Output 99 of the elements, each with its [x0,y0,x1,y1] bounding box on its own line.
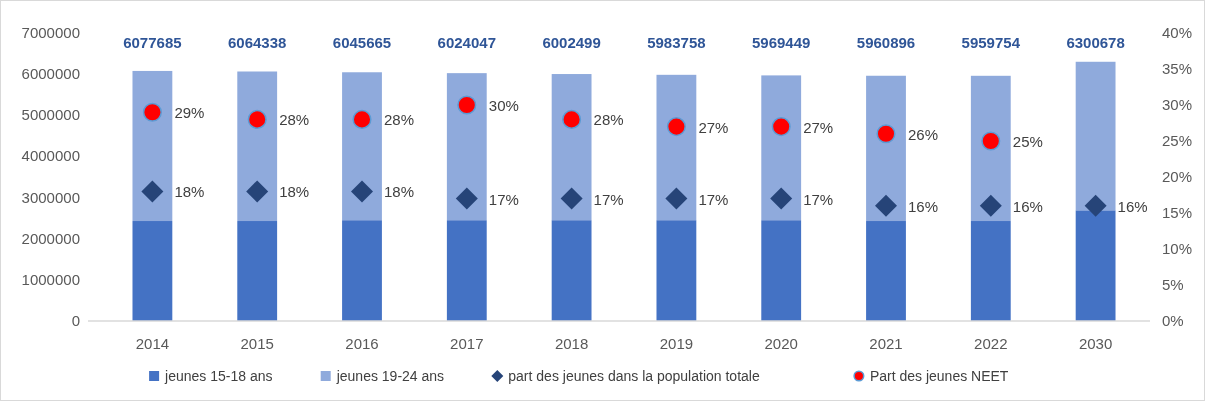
bar [656,74,697,221]
bar [656,220,697,321]
y2-tick-label: 35% [1162,60,1193,77]
data-label: 28% [384,111,415,129]
bar [342,220,382,321]
y-tick-label: 3000000 [21,188,80,206]
point [770,187,793,210]
y-tick-label: 2000000 [21,229,80,247]
y2-tick-label: 20% [1162,168,1193,185]
x-tick-label: 2016 [345,335,379,352]
data-label: 17% [698,190,729,208]
data-label: 18% [279,183,310,201]
y-tick-label: 7000000 [21,24,80,41]
x-tick-label: 2022 [974,335,1008,352]
y-tick-label: 5000000 [21,106,80,124]
legend-label: jeunes 15-18 ans [164,368,273,384]
bar [446,73,487,221]
point [351,180,373,203]
bar [446,220,487,321]
bar [970,221,1011,321]
x-tick-label: 2021 [869,335,903,352]
y-tick-label: 1000000 [21,270,80,288]
data-label: 16% [908,197,939,215]
x-tick-label: 2030 [1078,335,1113,352]
y2-tick-label: 10% [1162,240,1193,257]
bar [866,221,906,321]
y2-tick-label: 5% [1162,276,1184,293]
bar [132,70,173,222]
point [455,187,478,210]
point [560,187,583,210]
y2-tick-label: 40% [1162,24,1193,41]
data-label: 28% [279,111,310,129]
data-label: 26% [908,125,939,143]
point [981,131,1001,151]
x-tick-label: 2015 [240,335,274,352]
data-label: 18% [384,183,415,201]
data-label: 29% [174,104,205,122]
bar [551,74,592,221]
x-tick-label: 2019 [659,335,694,352]
data-label: 17% [488,190,519,208]
bar [866,75,906,222]
data-label: 18% [174,183,205,201]
point [666,117,686,137]
total-label: 5959754 [961,34,1021,51]
legend-label: Part des jeunes NEET [869,368,1009,384]
y2-tick-label: 25% [1162,132,1193,149]
data-label: 30% [488,97,519,114]
data-label: 16% [1012,197,1043,215]
total-label: 6064338 [228,34,287,51]
x-tick-label: 2020 [764,335,798,352]
point [457,95,477,115]
data-label: 28% [593,111,624,129]
legend-label: jeunes 19-24 ans [335,368,445,384]
data-label: 27% [698,118,729,136]
point [562,109,582,129]
total-label: 6002499 [542,34,601,51]
point [876,124,896,144]
total-label: 6077685 [123,34,182,51]
bar [1075,210,1116,321]
data-label: 17% [593,190,624,208]
point [247,109,267,129]
bar [237,71,278,222]
point [771,117,791,137]
bar [237,221,278,321]
legend-label: part des jeunes dans la population totale [508,368,760,384]
bar [551,220,592,321]
y2-tick-label: 30% [1162,96,1193,113]
y2-tick-label: 15% [1162,204,1193,221]
point [352,109,372,129]
x-tick-label: 2018 [554,335,589,352]
y-tick-label: 6000000 [21,65,80,83]
bar [970,75,1011,222]
bar [132,221,173,321]
point [979,194,1002,217]
point [141,180,164,203]
total-label: 5969449 [752,34,811,51]
y-tick-label: 4000000 [21,147,80,165]
bar [761,220,802,321]
point [1084,194,1107,217]
total-label: 5983758 [647,34,706,51]
data-label: 25% [1012,133,1043,150]
point [142,102,162,122]
point [246,180,269,203]
total-label: 5960896 [856,34,916,51]
bar [1075,61,1116,211]
total-label: 6024047 [437,34,496,51]
point [875,194,897,217]
point [665,187,688,210]
y-tick-label: 0 [71,312,80,329]
bar [342,72,382,221]
data-label: 17% [803,190,834,208]
x-tick-label: 2017 [450,335,484,352]
y2-tick-label: 0% [1162,312,1184,329]
x-tick-label: 2014 [135,335,170,352]
bar [761,75,802,221]
total-label: 6300678 [1066,34,1125,51]
total-label: 6045665 [332,34,392,51]
data-label: 27% [803,118,834,136]
data-label: 16% [1117,197,1148,215]
